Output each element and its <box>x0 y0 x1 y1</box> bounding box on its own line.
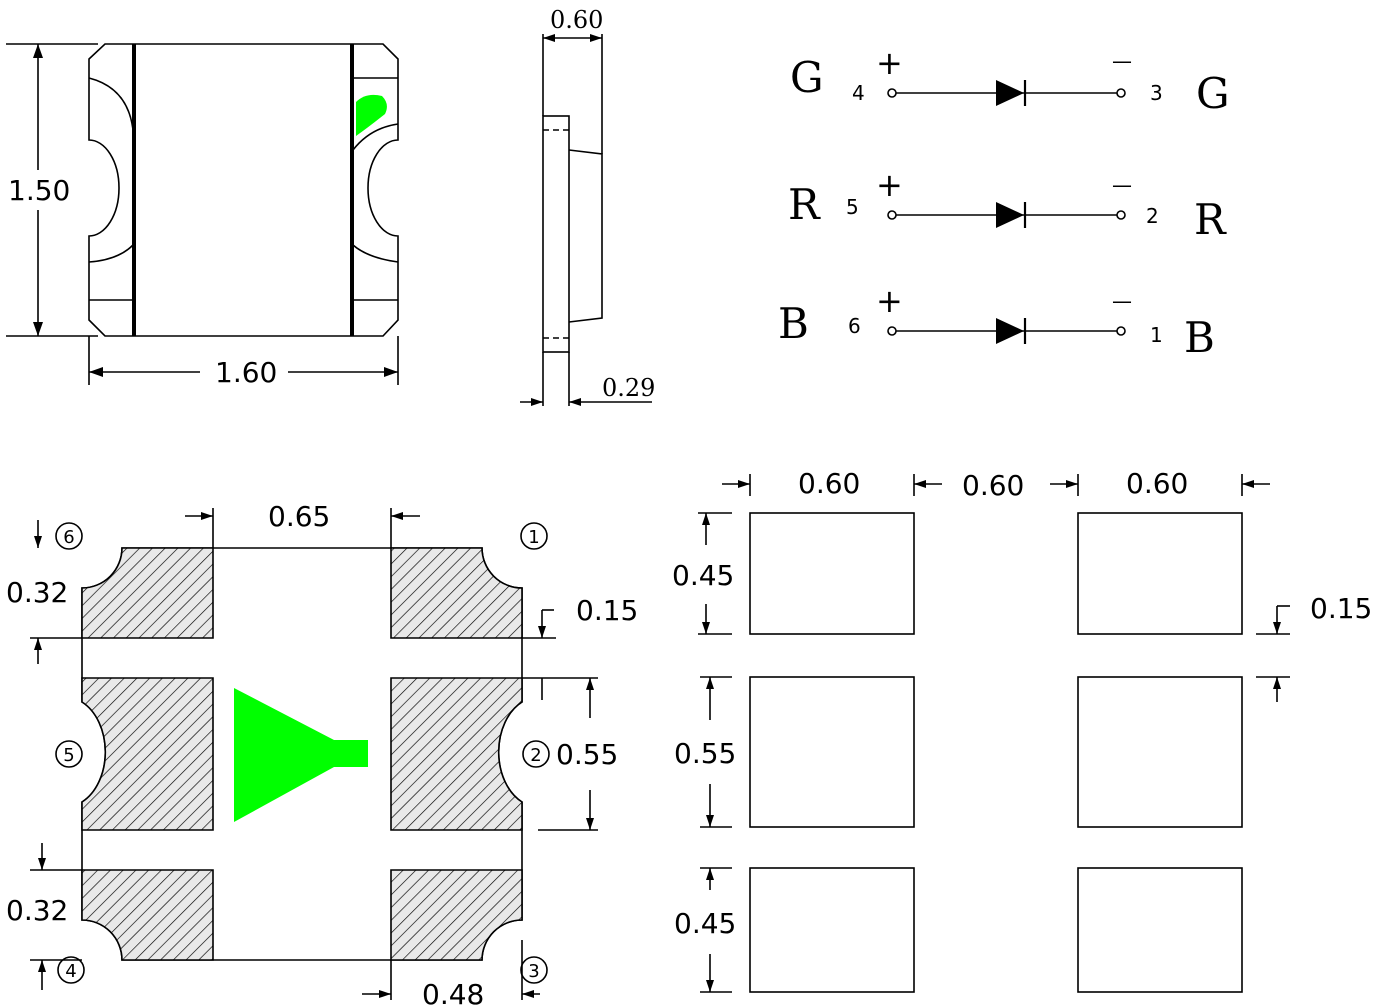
anode-pin-number: 6 <box>848 314 861 338</box>
side-lens-label: 0.29 <box>602 374 655 402</box>
pad-spacing-label: 0.60 <box>962 469 1024 502</box>
anode-plus: + <box>876 282 903 320</box>
anode-terminal <box>887 210 897 220</box>
cathode-terminal <box>1116 326 1126 336</box>
cathode-pin-number: 1 <box>1150 323 1163 347</box>
cathode-minus: — <box>1112 289 1132 313</box>
side-body <box>542 115 570 353</box>
pin-marker-1: 1 <box>520 522 548 550</box>
right-upper-arc <box>352 123 399 151</box>
diode-symbol <box>996 80 1024 106</box>
footprint-pad <box>749 867 915 993</box>
cathode-pin-number: 3 <box>1150 81 1163 105</box>
pin-marker-2: 2 <box>522 740 550 768</box>
row-letter-right: R <box>1194 195 1227 244</box>
row-gap-label: 0.15 <box>1310 592 1372 625</box>
row-letter-right: G <box>1196 69 1230 118</box>
notch-gap-label: 0.15 <box>576 594 638 627</box>
bottom-view: 0.65 0.32 0.32 0.15 0.55 0.48 <box>6 500 638 1007</box>
anode-pin-number: 4 <box>852 81 865 105</box>
cathode-terminal <box>1116 210 1126 220</box>
footprint: 0.60 0.60 0.60 0.45 0.55 0.45 0.15 <box>672 467 1372 993</box>
top-view: 1.50 1.60 <box>6 43 399 389</box>
row-letter-left: B <box>778 299 809 348</box>
pad-width-label: 0.60 <box>798 467 860 500</box>
pin-marker-5: 5 <box>55 740 83 768</box>
pin-marker-6: 6 <box>55 522 83 550</box>
side-view: 0.60 0.29 <box>520 6 655 406</box>
top-width-label: 1.60 <box>215 356 277 389</box>
row-letter-left: G <box>790 53 824 102</box>
anode-plus: + <box>876 166 903 204</box>
footprint-pad <box>1077 867 1243 993</box>
schematic-row-green: G 4 + — 3 G <box>790 44 1230 118</box>
pin-number: 2 <box>530 745 541 766</box>
footprint-pad <box>749 512 915 635</box>
schematic-row-red: R 5 + — 2 R <box>788 166 1227 244</box>
anode-plus: + <box>876 44 903 82</box>
cathode-minus: — <box>1112 173 1132 197</box>
diode-symbol <box>996 318 1024 344</box>
left-lower-arc <box>88 244 134 263</box>
anode-pin-number: 5 <box>846 195 859 219</box>
footprint-pad <box>1077 676 1243 828</box>
pad-top-left <box>81 547 214 639</box>
pad-mid-left <box>81 677 214 831</box>
top-view-outline <box>88 43 399 337</box>
bottom-pad-height-label: 0.32 <box>6 894 68 927</box>
right-lower-arc <box>352 244 399 263</box>
pad-width-label: 0.60 <box>1126 467 1188 500</box>
anode-terminal <box>887 326 897 336</box>
polarity-mark <box>356 94 387 136</box>
row-height-label: 0.45 <box>672 559 734 592</box>
pin-number: 3 <box>528 961 539 982</box>
row-letter-right: B <box>1184 313 1215 362</box>
schematic: G 4 + — 3 G R 5 + — 2 R B 6 <box>778 44 1230 362</box>
diode-symbol <box>996 202 1024 228</box>
top-pad-height-label: 0.32 <box>6 576 68 609</box>
pin-marker-3: 3 <box>520 956 548 984</box>
side-height-label: 0.60 <box>550 6 603 34</box>
side-lens <box>568 149 603 323</box>
row-height-label: 0.45 <box>674 907 736 940</box>
pin-number: 4 <box>65 961 76 982</box>
led-die-mark <box>234 688 368 822</box>
pin-marker-4: 4 <box>57 956 85 984</box>
left-upper-arc <box>88 77 134 131</box>
mid-pad-height-label: 0.55 <box>556 738 618 771</box>
schematic-row-blue: B 6 + — 1 B <box>778 282 1215 362</box>
row-letter-left: R <box>788 180 821 229</box>
pad-gap-label: 0.65 <box>268 500 330 533</box>
pad-bottom-left <box>81 869 214 961</box>
row-height-label: 0.55 <box>674 737 736 770</box>
pin-number: 5 <box>63 745 74 766</box>
top-height-label: 1.50 <box>8 174 70 207</box>
cathode-terminal <box>1116 88 1126 98</box>
cathode-pin-number: 2 <box>1146 204 1159 228</box>
pad-mid-right <box>390 677 523 831</box>
pad-bottom-right <box>390 869 523 961</box>
pad-top-right <box>390 547 523 639</box>
anode-terminal <box>887 88 897 98</box>
pin-number: 1 <box>528 527 539 548</box>
footprint-pad <box>1077 512 1243 635</box>
pad-width-label: 0.48 <box>422 978 484 1007</box>
cathode-minus: — <box>1112 49 1132 73</box>
pin-number: 6 <box>63 527 74 548</box>
footprint-pad <box>749 676 915 828</box>
